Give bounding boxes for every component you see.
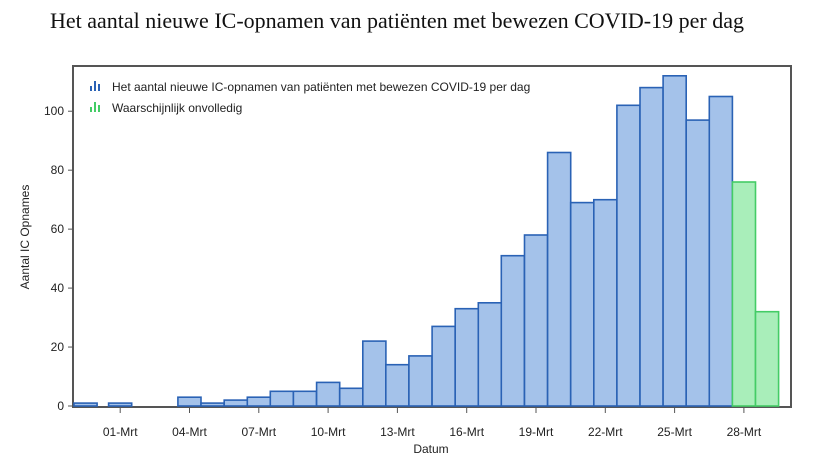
bar-series-0-23[interactable] <box>592 198 618 407</box>
bar-series-0-13[interactable] <box>361 340 387 407</box>
y-axis: 0 20 40 60 80 100 <box>44 104 73 413</box>
x-tick-label-9: 28-Mrt <box>727 425 762 439</box>
legend-label-series-1: Waarschijnlijk onvolledig <box>112 101 242 115</box>
bar-series-0-17[interactable] <box>454 307 480 407</box>
y-tick-label-0: 0 <box>57 399 64 413</box>
bars-layer <box>73 75 780 407</box>
bar-series-0-0[interactable] <box>73 402 98 407</box>
bar-series-0-22[interactable] <box>569 201 595 407</box>
bar-series-0-16[interactable] <box>431 325 457 407</box>
legend-label-series-0: Het aantal nieuwe IC-opnamen van patiënt… <box>112 80 530 94</box>
x-tick-label-6: 19-Mrt <box>519 425 554 439</box>
x-tick-label-8: 25-Mrt <box>657 425 692 439</box>
bar-series-0-26[interactable] <box>662 75 687 407</box>
legend-swatch-bar-icon <box>90 86 92 91</box>
bar-series-1-0[interactable] <box>731 181 757 407</box>
y-tick-label-1: 20 <box>51 340 65 354</box>
bar-series-0-9[interactable] <box>269 390 295 407</box>
x-tick-label-0: 01-Mrt <box>103 425 138 439</box>
legend-swatch-bar-icon <box>90 107 92 112</box>
bar-series-0-20[interactable] <box>523 234 549 407</box>
bar-series-0-2[interactable] <box>107 402 133 407</box>
bar-series-0-27[interactable] <box>685 119 711 407</box>
legend-item-series-1[interactable]: Waarschijnlijk onvolledig <box>90 101 242 115</box>
bar-series-0-10[interactable] <box>292 390 318 407</box>
bar-series-0-28[interactable] <box>708 95 734 407</box>
x-tick-label-1: 04-Mrt <box>172 425 207 439</box>
bar-series-0-24[interactable] <box>616 104 641 407</box>
legend-item-series-0[interactable]: Het aantal nieuwe IC-opnamen van patiënt… <box>90 80 530 94</box>
bar-series-0-14[interactable] <box>384 363 410 407</box>
bar-series-0-18[interactable] <box>477 301 503 407</box>
y-tick-label-3: 60 <box>51 222 65 236</box>
legend-swatch-bar-icon-mid <box>94 81 96 91</box>
bar-series-0-15[interactable] <box>408 355 433 407</box>
bar-series-0-7[interactable] <box>223 399 249 407</box>
x-tick-label-4: 13-Mrt <box>380 425 415 439</box>
x-axis-title: Datum <box>413 442 448 456</box>
bar-series-0-6[interactable] <box>200 402 225 407</box>
legend-swatch-bar-icon-mid <box>94 102 96 112</box>
y-axis-title: Aantal IC Opnames <box>18 185 32 290</box>
legend-swatch-bar-icon-tall <box>98 84 100 91</box>
legend[interactable]: Het aantal nieuwe IC-opnamen van patiënt… <box>90 80 530 115</box>
bar-series-0-12[interactable] <box>338 387 364 407</box>
legend-swatch-bar-icon-tall <box>98 105 100 112</box>
x-axis: 01-Mrt 04-Mrt 07-Mrt 10-Mrt 13-Mrt 16-Mrt 19-M… <box>103 407 762 439</box>
bar-series-0-5[interactable] <box>177 396 202 407</box>
bar-series-1-1[interactable] <box>754 310 780 407</box>
x-tick-label-7: 22-Mrt <box>588 425 623 439</box>
page-title: Het aantal nieuwe IC-opnamen van patiënt… <box>50 8 744 33</box>
bar-series-0-11[interactable] <box>315 381 341 407</box>
x-tick-label-5: 16-Mrt <box>449 425 484 439</box>
y-tick-label-4: 80 <box>51 163 65 177</box>
bar-series-0-25[interactable] <box>639 86 664 407</box>
y-tick-label-2: 40 <box>51 281 65 295</box>
x-tick-label-3: 10-Mrt <box>311 425 346 439</box>
y-tick-label-5: 100 <box>44 104 64 118</box>
bar-series-0-21[interactable] <box>546 151 572 407</box>
x-tick-label-2: 07-Mrt <box>241 425 276 439</box>
bar-series-0-19[interactable] <box>500 254 526 407</box>
bar-series-0-8[interactable] <box>246 396 272 407</box>
